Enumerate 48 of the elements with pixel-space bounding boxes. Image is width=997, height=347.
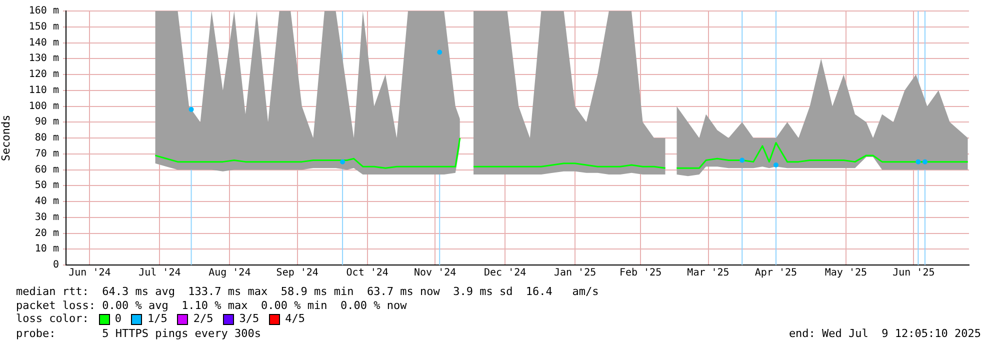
text: packet loss: 0.00 % avg 1.10 % max 0.00 % min 0.00 % now: [16, 299, 407, 313]
legend-label: 4/5: [285, 312, 305, 326]
legend-label: 1/5: [147, 312, 168, 326]
x-tick-label: Apr '25: [754, 268, 798, 279]
x-tick-label: Oct '24: [346, 268, 388, 279]
point: [188, 106, 194, 112]
y-tick-label: 0: [52, 260, 59, 271]
legend-label: 2/5: [193, 312, 214, 326]
point: [340, 159, 346, 164]
y-tick-label: 50 m: [34, 180, 59, 192]
text: probe: 5 HTTPS pings every 300s: [16, 327, 262, 341]
y-tick-label: 140 m: [28, 37, 59, 48]
x-tick-label: May '25: [824, 268, 868, 279]
legend-label: 0: [114, 312, 122, 326]
text: end: Wed Jul 9 12:05:10 2025: [788, 327, 981, 341]
y-tick-label: 70 m: [34, 148, 59, 160]
x-tick-label: Dec '24: [484, 268, 526, 279]
x-tick-label: Jul '24: [138, 268, 181, 279]
y-axis-title: Seconds: [0, 114, 12, 162]
y-tick-label: 90 m: [34, 116, 59, 128]
point: [437, 50, 442, 55]
legend-label: 3/5: [239, 312, 260, 326]
point: [773, 162, 778, 168]
y-tick-label: 10 m: [34, 244, 59, 255]
y-tick-label: 20 m: [34, 228, 59, 239]
y-tick-label: 30 m: [34, 212, 59, 223]
y-tick-label: 150 m: [28, 21, 59, 32]
point: [916, 159, 921, 164]
y-tick-label: 40 m: [34, 196, 59, 208]
point: [922, 159, 928, 164]
x-tick-label: Aug '24: [208, 268, 251, 279]
x-tick-label: Jun '24: [68, 268, 111, 279]
y-tick-label: 60 m: [34, 164, 59, 176]
x-tick-label: Nov '24: [414, 268, 456, 279]
x-tick-label: Jun '25: [892, 268, 935, 279]
y-tick-label: 110 m: [28, 84, 59, 96]
y-tick-label: 160 m: [28, 6, 59, 17]
legend-title: loss color:: [16, 312, 89, 326]
x-tick-label: Sep '24: [276, 268, 318, 279]
x-tick-label: Mar '25: [687, 268, 730, 279]
y-tick-label: 120 m: [28, 69, 59, 80]
point: [740, 158, 745, 163]
text: median rtt: 64.3 ms avg 133.7 ms max 58.9 ms min 63.7 ms now 3.9 ms sd 16.4 am/s: [16, 285, 599, 299]
x-tick-label: Feb '25: [619, 268, 662, 279]
y-tick-label: 100 m: [28, 100, 59, 112]
y-tick-label: 80 m: [34, 132, 59, 144]
y-tick-label: 130 m: [28, 53, 59, 64]
x-tick-label: Jan '25: [554, 268, 596, 279]
